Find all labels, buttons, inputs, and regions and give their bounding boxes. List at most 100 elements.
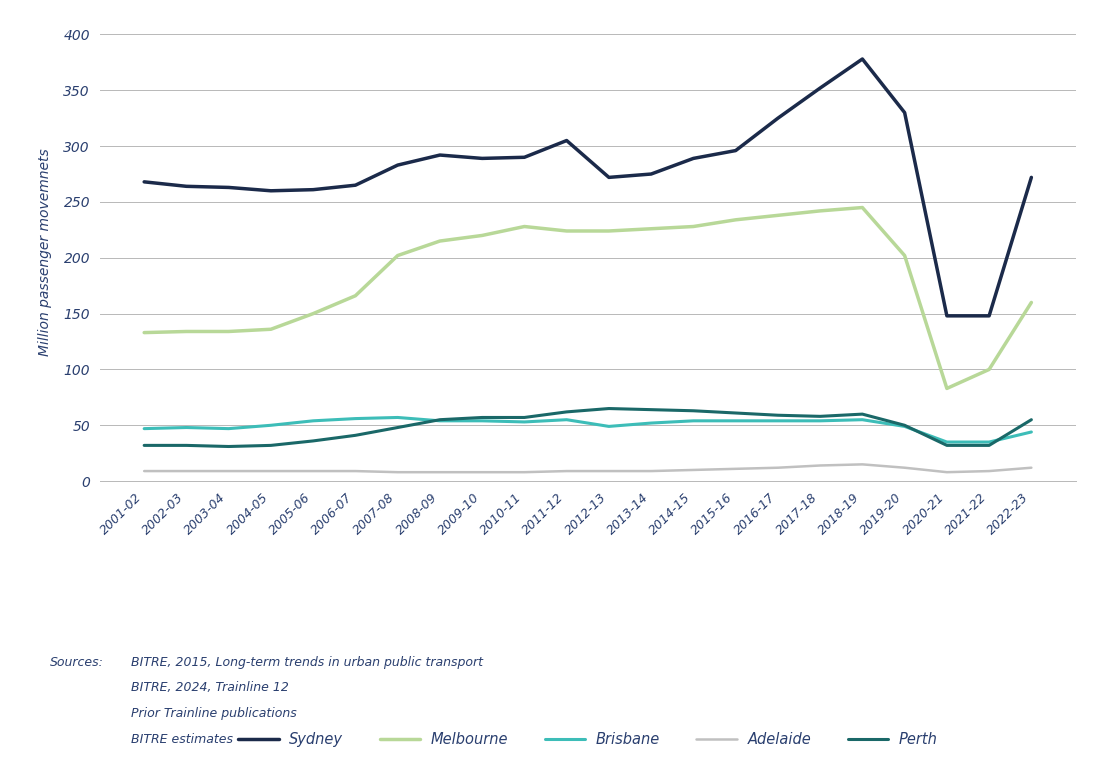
Melbourne	[898, 251, 912, 260]
Perth	[983, 441, 996, 450]
Line: Perth: Perth	[144, 408, 1031, 446]
Adelaide	[771, 463, 784, 473]
Melbourne	[348, 291, 362, 300]
Adelaide	[898, 463, 912, 473]
Melbourne	[729, 215, 742, 224]
Perth	[391, 423, 405, 432]
Brisbane	[940, 438, 954, 447]
Melbourne	[180, 327, 193, 336]
Brisbane	[138, 424, 151, 433]
Brisbane	[814, 416, 827, 425]
Brisbane	[1025, 428, 1038, 437]
Adelaide	[348, 466, 362, 476]
Adelaide	[434, 467, 447, 476]
Adelaide	[560, 466, 573, 476]
Brisbane	[560, 415, 573, 424]
Perth	[729, 408, 742, 417]
Adelaide	[940, 467, 954, 476]
Perth	[476, 413, 489, 422]
Sydney	[476, 154, 489, 163]
Brisbane	[348, 414, 362, 423]
Melbourne	[391, 251, 405, 260]
Brisbane	[771, 416, 784, 425]
Melbourne	[434, 237, 447, 246]
Brisbane	[644, 418, 658, 428]
Melbourne	[602, 227, 615, 236]
Adelaide	[814, 461, 827, 470]
Adelaide	[264, 466, 277, 476]
Adelaide	[306, 466, 319, 476]
Sydney	[814, 83, 827, 92]
Brisbane	[264, 421, 277, 430]
Perth	[856, 410, 869, 419]
Adelaide	[138, 466, 151, 476]
Adelaide	[1025, 463, 1038, 473]
Adelaide	[686, 466, 700, 475]
Perth	[138, 441, 151, 450]
Adelaide	[644, 466, 658, 476]
Melbourne	[771, 211, 784, 220]
Sydney	[222, 183, 235, 192]
Perth	[180, 441, 193, 450]
Melbourne	[560, 227, 573, 236]
Adelaide	[476, 467, 489, 476]
Sydney	[264, 186, 277, 196]
Brisbane	[518, 417, 531, 427]
Perth	[898, 421, 912, 430]
Text: Prior Trainline publications: Prior Trainline publications	[131, 707, 296, 720]
Adelaide	[729, 464, 742, 473]
Brisbane	[180, 423, 193, 432]
Adelaide	[856, 459, 869, 469]
Sydney	[434, 151, 447, 160]
Brisbane	[983, 438, 996, 447]
Y-axis label: Million passenger movemnets: Million passenger movemnets	[39, 148, 52, 356]
Melbourne	[814, 206, 827, 216]
Sydney	[518, 153, 531, 162]
Sydney	[644, 169, 658, 178]
Sydney	[771, 113, 784, 123]
Text: BITRE, 2015, Long-term trends in urban public transport: BITRE, 2015, Long-term trends in urban p…	[131, 656, 482, 669]
Adelaide	[222, 466, 235, 476]
Brisbane	[686, 416, 700, 425]
Sydney	[856, 54, 869, 64]
Sydney	[306, 185, 319, 194]
Text: Sources:: Sources:	[50, 656, 104, 669]
Perth	[264, 441, 277, 450]
Perth	[771, 411, 784, 420]
Adelaide	[602, 466, 615, 476]
Adelaide	[180, 466, 193, 476]
Perth	[560, 407, 573, 417]
Perth	[348, 431, 362, 440]
Melbourne	[940, 384, 954, 393]
Melbourne	[1025, 298, 1038, 307]
Sydney	[391, 161, 405, 170]
Brisbane	[434, 416, 447, 425]
Line: Brisbane: Brisbane	[144, 417, 1031, 442]
Sydney	[686, 154, 700, 163]
Perth	[518, 413, 531, 422]
Perth	[222, 442, 235, 451]
Sydney	[983, 311, 996, 320]
Brisbane	[602, 421, 615, 431]
Text: BITRE, 2024, Trainline 12: BITRE, 2024, Trainline 12	[131, 681, 288, 695]
Sydney	[560, 136, 573, 145]
Sydney	[940, 311, 954, 320]
Perth	[434, 415, 447, 424]
Perth	[644, 405, 658, 414]
Sydney	[898, 108, 912, 117]
Perth	[1025, 415, 1038, 424]
Brisbane	[222, 424, 235, 433]
Adelaide	[983, 466, 996, 476]
Line: Adelaide: Adelaide	[144, 464, 1031, 472]
Brisbane	[898, 421, 912, 431]
Sydney	[138, 177, 151, 186]
Perth	[686, 406, 700, 415]
Brisbane	[476, 416, 489, 425]
Adelaide	[518, 467, 531, 476]
Perth	[306, 436, 319, 445]
Melbourne	[686, 222, 700, 231]
Legend: Sydney, Melbourne, Brisbane, Adelaide, Perth: Sydney, Melbourne, Brisbane, Adelaide, P…	[232, 726, 944, 753]
Perth	[814, 412, 827, 421]
Melbourne	[306, 309, 319, 318]
Perth	[602, 404, 615, 413]
